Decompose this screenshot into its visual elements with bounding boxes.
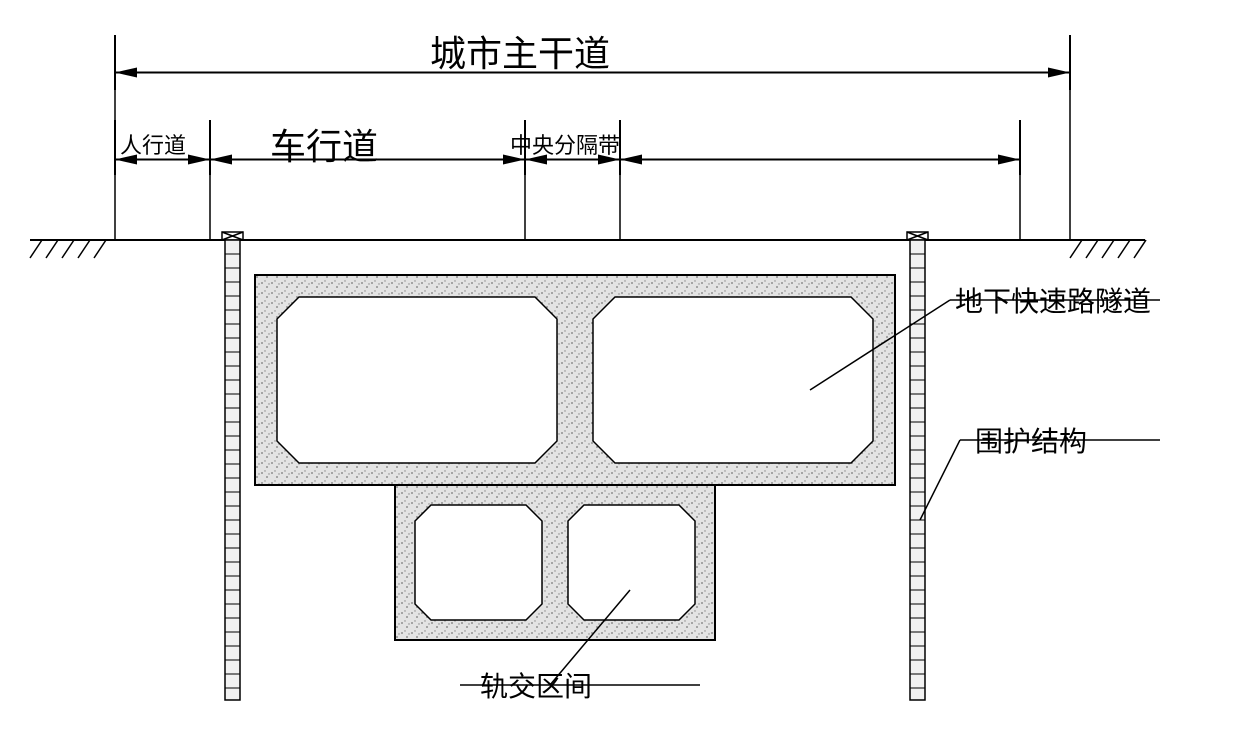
diagram-canvas (0, 0, 1240, 741)
label-main-road: 城市主干道 (430, 25, 610, 77)
label-median: 中央分隔带 (510, 128, 620, 160)
label-rail-interval: 轨交区间 (480, 665, 592, 705)
label-carriageway: 车行道 (270, 118, 378, 170)
label-sidewalk: 人行道 (120, 128, 186, 160)
label-fast-tunnel: 地下快速路隧道 (955, 280, 1151, 320)
label-retaining: 围护结构 (975, 420, 1087, 460)
